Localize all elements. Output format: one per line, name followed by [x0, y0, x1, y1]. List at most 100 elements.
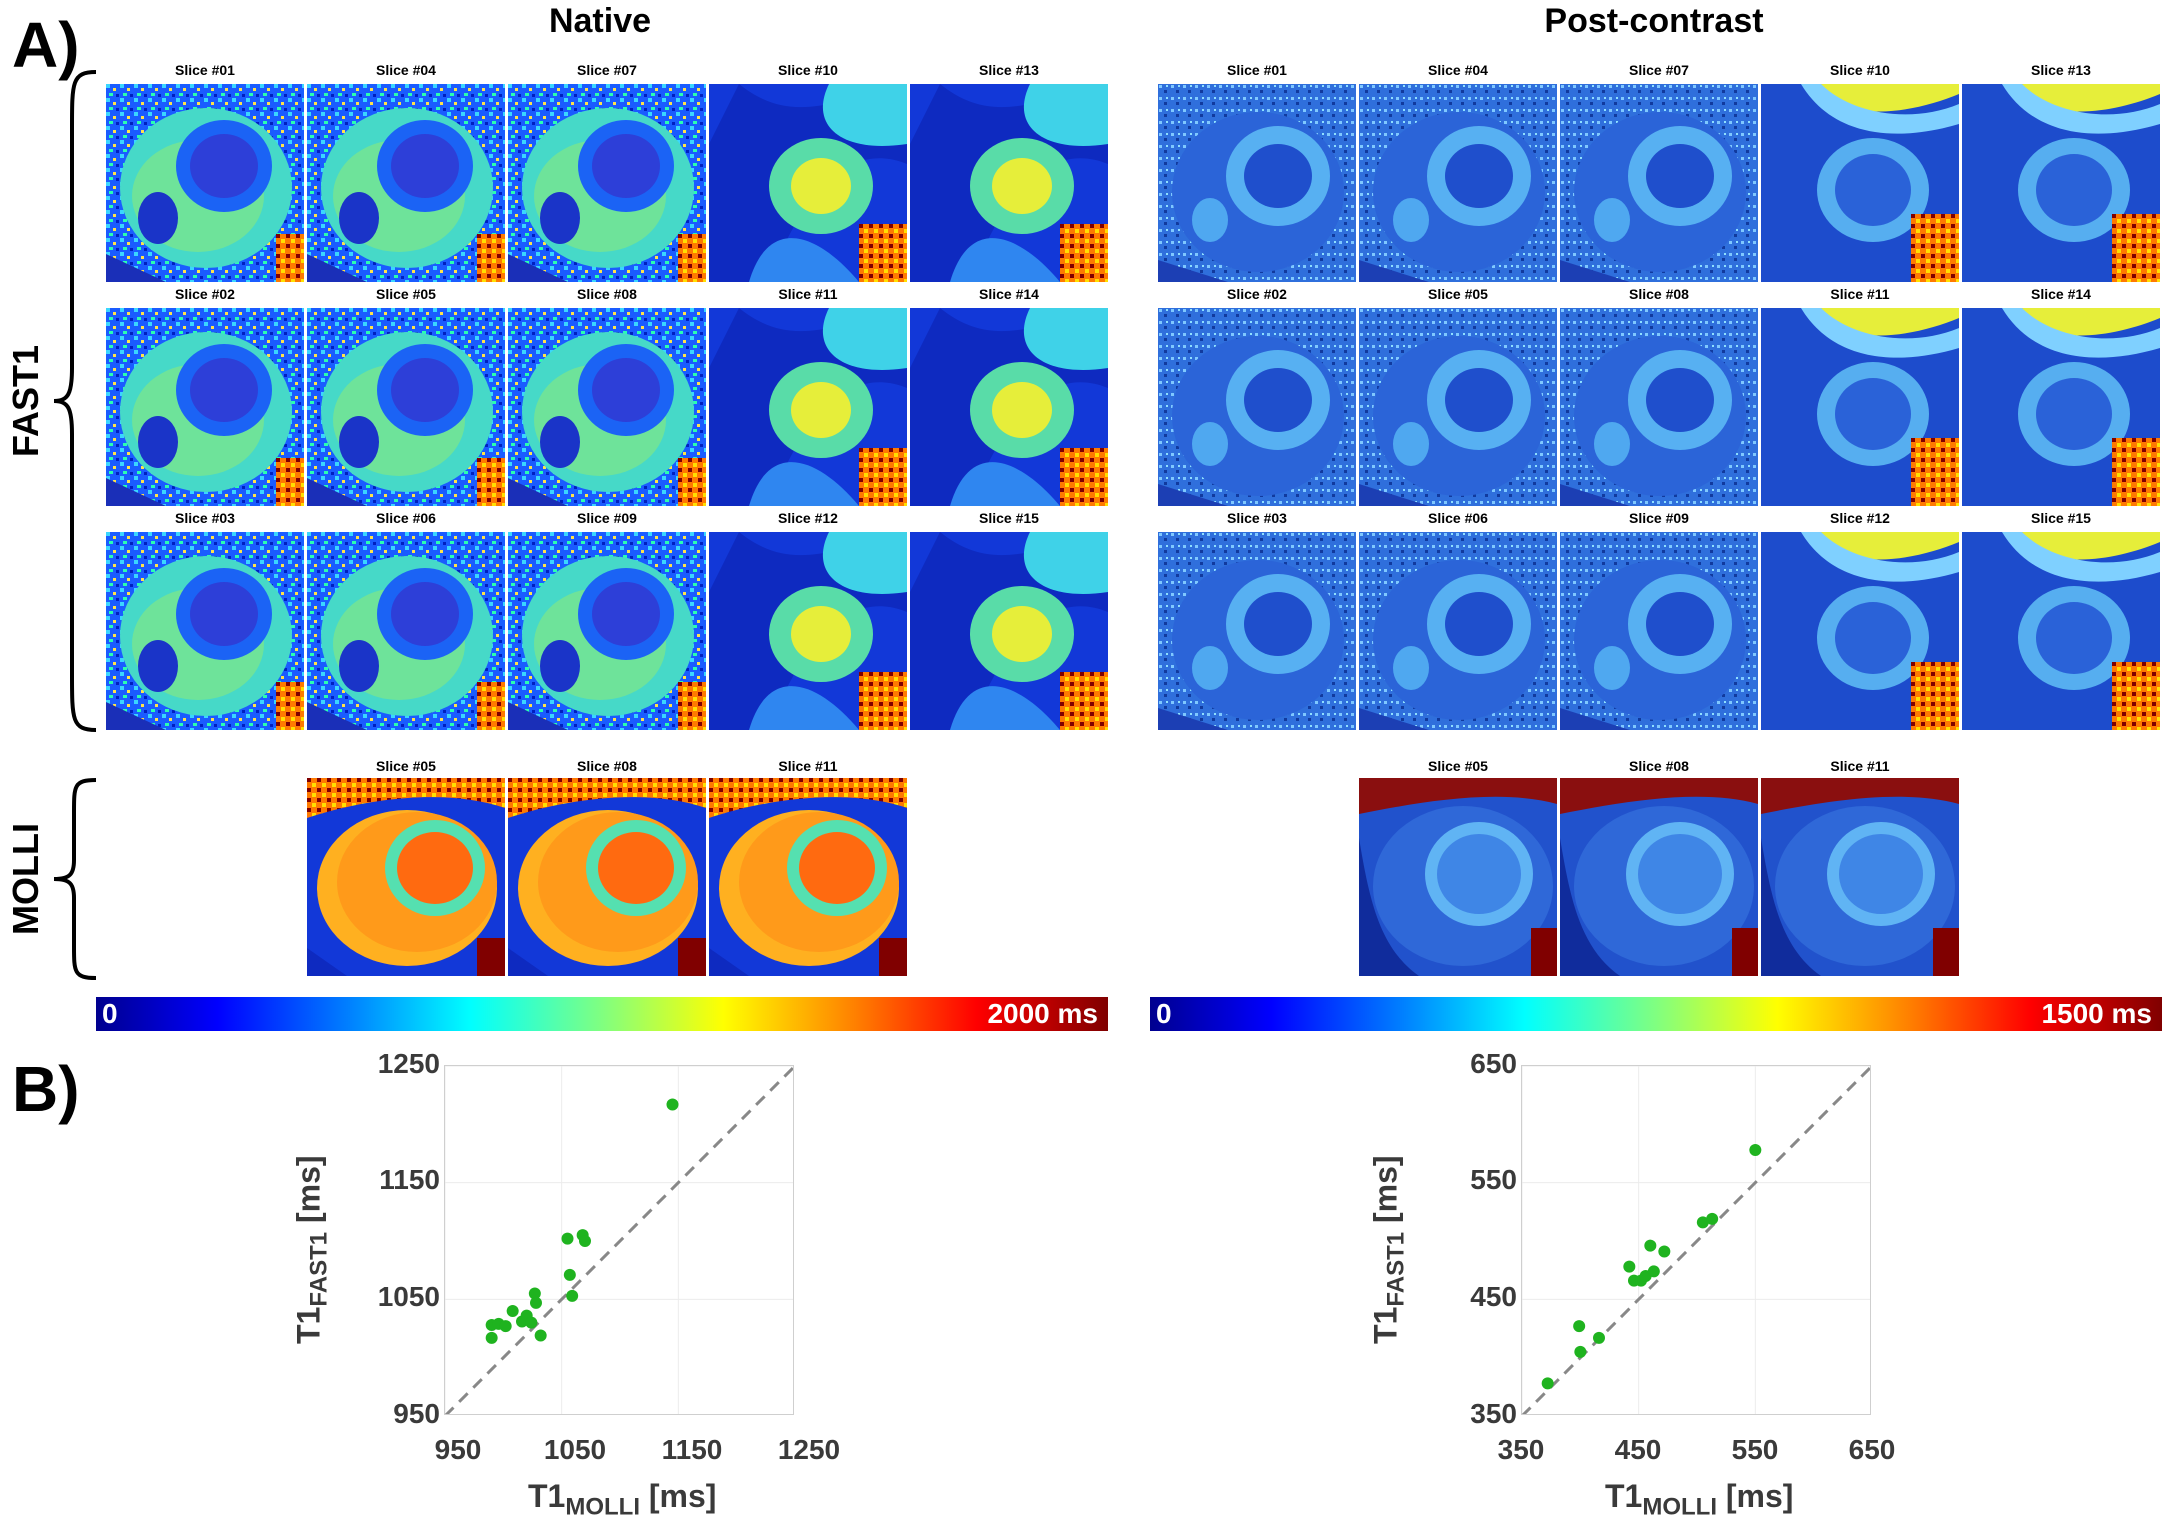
slice-title: Slice #13 — [979, 62, 1039, 78]
molli-map-tile — [307, 778, 505, 976]
y-axis-label-main: T1 — [1367, 1306, 1404, 1344]
t1-map-tile — [1359, 532, 1557, 730]
t1-map-tile — [910, 84, 1108, 282]
t1-map-tile — [106, 308, 304, 506]
slice-title: Slice #08 — [1629, 758, 1689, 774]
scatter-point — [1658, 1245, 1671, 1258]
t1-map-tile — [1761, 84, 1959, 282]
post-colorbar-max: 1500 ms — [2041, 998, 2152, 1029]
slice-title: Slice #05 — [376, 286, 436, 302]
x-tick: 350 — [1497, 1434, 1545, 1465]
y-axis-label-main: T1 — [290, 1306, 327, 1344]
scatter-point — [1749, 1144, 1762, 1156]
x-axis-label: T1MOLLI [ms] — [528, 1478, 716, 1521]
scatter-point — [1623, 1260, 1636, 1273]
t1-map-tile — [1962, 84, 2160, 282]
slice-title: Slice #07 — [1629, 62, 1689, 78]
x-axis-label-main: T1 — [1605, 1478, 1643, 1514]
y-tick: 1250 — [377, 1048, 440, 1079]
t1-map-tile — [1761, 308, 1959, 506]
t1-map-tile — [1761, 532, 1959, 730]
t1-map-tile — [106, 532, 304, 730]
scatter-point — [1541, 1377, 1554, 1390]
x-tick: 1250 — [777, 1434, 841, 1465]
post-plot-area — [1521, 1065, 1871, 1415]
slice-title: Slice #04 — [376, 62, 436, 78]
y-axis-label: T1FAST1 [ms] — [1367, 1140, 1410, 1360]
fast1-row-label: FAST1 — [5, 344, 46, 458]
t1-map-tile — [1560, 532, 1758, 730]
slice-title: Slice #09 — [577, 510, 637, 526]
native-colorbar: 0 2000 ms — [96, 997, 1108, 1031]
slice-title: Slice #12 — [1830, 510, 1890, 526]
native-fast1-grid: Slice #01 Slice #04 Slice #07 Slice #10 … — [106, 62, 1112, 734]
scatter-point — [530, 1296, 542, 1309]
t1-map-tile — [307, 84, 505, 282]
molli-brace — [53, 778, 97, 980]
slice-title: Slice #02 — [175, 286, 235, 302]
t1-map-tile — [307, 532, 505, 730]
t1-map-tile — [910, 308, 1108, 506]
slice-title: Slice #02 — [1227, 286, 1287, 302]
scatter-point — [499, 1320, 512, 1333]
slice-title: Slice #01 — [1227, 62, 1287, 78]
scatter-point — [1647, 1265, 1660, 1278]
slice-title: Slice #15 — [2031, 510, 2091, 526]
molli-row-label: MOLLI — [5, 823, 46, 935]
post-contrast-column-title: Post-contrast — [1544, 2, 1764, 40]
slice-title: Slice #11 — [1830, 286, 1890, 302]
y-tick: 950 — [393, 1398, 440, 1429]
x-axis-label-sub: MOLLI — [565, 1493, 640, 1521]
t1-map-tile — [508, 532, 706, 730]
x-tick: 650 — [1848, 1434, 1896, 1465]
scatter-point — [528, 1287, 541, 1300]
y-axis-label: T1FAST1 [ms] — [290, 1140, 333, 1360]
x-tick: 1150 — [661, 1434, 723, 1465]
slice-title: Slice #11 — [1830, 758, 1890, 774]
scatter-point — [506, 1305, 519, 1317]
slice-title: Slice #05 — [376, 758, 436, 774]
y-tick: 350 — [1470, 1398, 1517, 1429]
x-axis-label-unit: [ms] — [1725, 1478, 1794, 1514]
post-molli-row: Slice #05 Slice #08 Slice #11 — [1359, 758, 1963, 982]
t1-map-tile — [106, 84, 304, 282]
t1-map-tile — [508, 84, 706, 282]
panel-a-label: A) — [12, 9, 80, 81]
y-tick: 650 — [1470, 1048, 1517, 1079]
post-scatter-plot: 650 550 450 350 350 450 550 650 T1MOLLI … — [1367, 1048, 1937, 1528]
identity-line — [445, 1066, 793, 1414]
y-tick: 550 — [1470, 1164, 1517, 1195]
t1-map-tile — [1560, 308, 1758, 506]
t1-map-tile — [910, 532, 1108, 730]
y-axis-label-sub: FAST1 — [305, 1231, 333, 1307]
molli-map-tile — [508, 778, 706, 976]
scatter-point — [534, 1329, 547, 1342]
molli-map-tile — [709, 778, 907, 976]
y-tick: 1050 — [377, 1281, 440, 1312]
slice-title: Slice #03 — [175, 510, 235, 526]
molli-map-tile — [1359, 778, 1557, 976]
slice-title: Slice #08 — [577, 758, 637, 774]
native-colorbar-min: 0 — [102, 998, 118, 1029]
native-column-title: Native — [548, 2, 652, 40]
t1-map-tile — [1158, 532, 1356, 730]
x-axis-label-sub: MOLLI — [1642, 1493, 1717, 1521]
y-axis-label-unit: [ms] — [290, 1155, 327, 1224]
slice-title: Slice #11 — [778, 758, 838, 774]
post-colorbar-min: 0 — [1156, 998, 1172, 1029]
panel-b-label: B) — [12, 1053, 80, 1125]
slice-title: Slice #05 — [1428, 758, 1488, 774]
t1-map-tile — [307, 308, 505, 506]
slice-title: Slice #08 — [1629, 286, 1689, 302]
t1-map-tile — [1359, 84, 1557, 282]
scatter-point — [579, 1235, 591, 1247]
x-tick: 550 — [1731, 1434, 1779, 1465]
t1-map-tile — [1158, 308, 1356, 506]
fast1-brace — [53, 70, 97, 732]
slice-title: Slice #11 — [778, 286, 838, 302]
y-axis-label-unit: [ms] — [1367, 1155, 1404, 1224]
slice-title: Slice #10 — [1830, 62, 1890, 78]
slice-title: Slice #15 — [979, 510, 1039, 526]
post-fast1-grid: Slice #01 Slice #04 Slice #07 Slice #10 … — [1158, 62, 2164, 734]
t1-map-tile — [709, 308, 907, 506]
